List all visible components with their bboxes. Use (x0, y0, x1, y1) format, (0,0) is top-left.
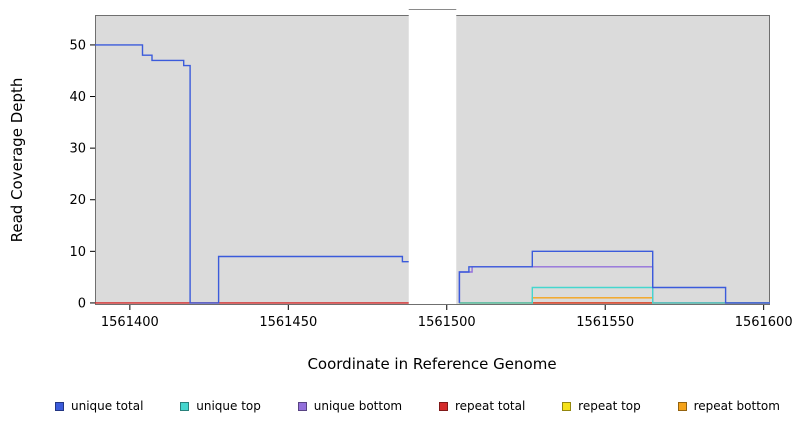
chart-layers: 1561400 1561450 1561500 1561550 1561600 0 10 20… (69, 9, 792, 330)
coverage-chart: 1561400 1561450 1561500 1561550 1561600 0 10 20… (8, 9, 792, 373)
legend-label: unique total (71, 399, 144, 413)
legend-swatch-unique-top (180, 401, 190, 411)
masked-region (408, 9, 457, 304)
series-line-unique-total (458, 250, 770, 304)
series-line-unique-total (95, 44, 413, 304)
legend-swatch-unique-bottom (297, 401, 307, 411)
x-axis-title: Coordinate in Reference Genome (307, 355, 556, 373)
y-tick-label: 10 (69, 245, 86, 260)
legend-label: repeat top (578, 399, 641, 413)
x-tick-label: 1561500 (418, 315, 476, 330)
legend-swatch-unique-total (55, 401, 64, 411)
legend-swatch-repeat-bottom (677, 401, 687, 411)
y-tick-label: 40 (69, 90, 86, 105)
legend-item-unique-total: unique total (55, 399, 143, 413)
y-tick-label: 50 (69, 38, 86, 53)
legend: unique total unique top unique bottom repea… (0, 399, 792, 413)
legend-item-repeat-top: repeat top (562, 399, 641, 413)
y-tick-label: 30 (69, 142, 86, 157)
legend-label: unique bottom (313, 399, 403, 413)
legend-item-unique-top: unique top (180, 399, 261, 413)
x-tick-label: 1561450 (259, 315, 317, 330)
legend-label: repeat bottom (693, 399, 780, 413)
y-axis-title: Read Coverage Depth (8, 78, 26, 243)
legend-swatch-repeat-top (562, 401, 572, 411)
y-tick-label: 0 (78, 296, 86, 311)
series-line-unique-top (459, 286, 770, 304)
legend-label: unique top (196, 399, 261, 413)
legend-item-repeat-total: repeat total (438, 399, 526, 413)
y-tick-label: 20 (69, 193, 86, 208)
legend-swatch-repeat-total (438, 401, 448, 411)
x-tick-label: 1561550 (576, 315, 634, 330)
x-tick-label: 1561600 (735, 315, 792, 330)
legend-item-repeat-bottom: repeat bottom (677, 399, 780, 413)
legend-item-unique-bottom: unique bottom (297, 399, 403, 413)
legend-label: repeat total (454, 399, 526, 413)
x-tick-label: 1561400 (101, 315, 159, 330)
